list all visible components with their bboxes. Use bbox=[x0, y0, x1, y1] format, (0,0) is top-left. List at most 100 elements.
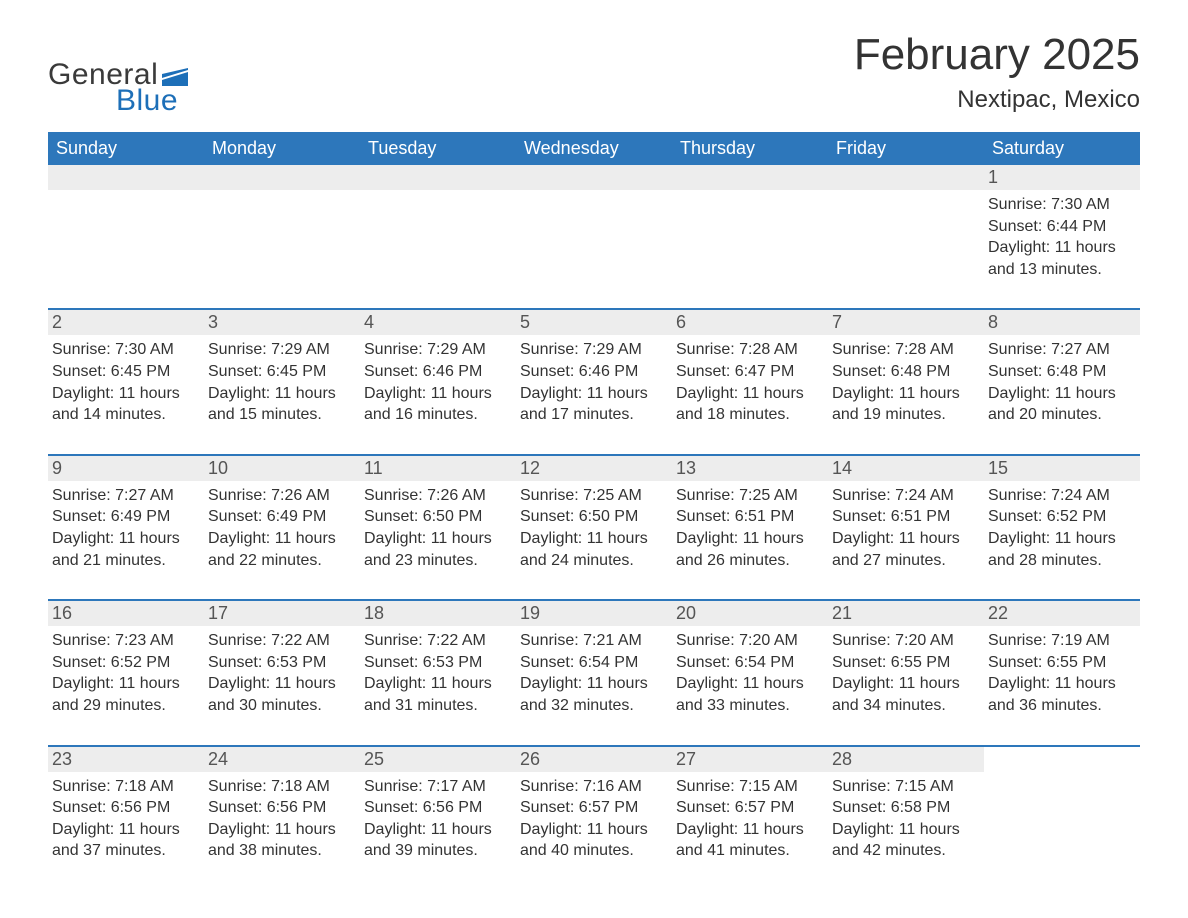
day-info: Sunrise: 7:20 AMSunset: 6:55 PMDaylight:… bbox=[832, 630, 976, 716]
day-cell bbox=[672, 165, 828, 290]
location-subtitle: Nextipac, Mexico bbox=[854, 86, 1140, 114]
sunrise-line: Sunrise: 7:25 AM bbox=[520, 485, 664, 507]
day-cell bbox=[516, 165, 672, 290]
day-cell: 3 Sunrise: 7:29 AMSunset: 6:45 PMDaylight… bbox=[204, 310, 360, 435]
daylight-line: Daylight: 11 hours and 22 minutes. bbox=[208, 528, 352, 571]
daylight-line: Daylight: 11 hours and 32 minutes. bbox=[520, 673, 664, 716]
sunset-line: Sunset: 6:45 PM bbox=[52, 361, 196, 383]
day-cell: 13 Sunrise: 7:25 AMSunset: 6:51 PMDayligh… bbox=[672, 456, 828, 581]
day-number: 8 bbox=[984, 310, 1140, 335]
sunset-line: Sunset: 6:56 PM bbox=[52, 797, 196, 819]
day-cell: 20 Sunrise: 7:20 AMSunset: 6:54 PMDayligh… bbox=[672, 601, 828, 726]
weeks-container: 1Sunrise: 7:30 AMSunset: 6:44 PMDaylight… bbox=[48, 165, 1140, 872]
day-info: Sunrise: 7:26 AMSunset: 6:49 PMDaylight:… bbox=[208, 485, 352, 571]
day-number: 1 bbox=[984, 165, 1140, 190]
day-cell: 6Sunrise: 7:28 AMSunset: 6:47 PMDaylight… bbox=[672, 310, 828, 435]
sunrise-line: Sunrise: 7:22 AM bbox=[208, 630, 352, 652]
day-info: Sunrise: 7:18 AMSunset: 6:56 PMDaylight:… bbox=[52, 776, 196, 862]
sunset-line: Sunset: 6:51 PM bbox=[832, 506, 976, 528]
flag-icon bbox=[162, 68, 188, 86]
day-number-bar bbox=[984, 747, 1140, 772]
sunset-line: Sunset: 6:57 PM bbox=[520, 797, 664, 819]
day-info: Sunrise: 7:26 AMSunset: 6:50 PMDaylight:… bbox=[364, 485, 508, 571]
day-of-week-header: SundayMondayTuesdayWednesdayThursdayFrid… bbox=[48, 132, 1140, 165]
daylight-line: Daylight: 11 hours and 26 minutes. bbox=[676, 528, 820, 571]
day-cell: 5Sunrise: 7:29 AMSunset: 6:46 PMDaylight… bbox=[516, 310, 672, 435]
day-info: Sunrise: 7:24 AMSunset: 6:52 PMDaylight:… bbox=[988, 485, 1132, 571]
day-number: 20 bbox=[672, 601, 828, 626]
day-number: 13 bbox=[672, 456, 828, 481]
day-number: 3 bbox=[204, 310, 360, 335]
daylight-line: Daylight: 11 hours and 40 minutes. bbox=[520, 819, 664, 862]
day-of-week-cell: Saturday bbox=[984, 132, 1140, 165]
sunset-line: Sunset: 6:51 PM bbox=[676, 506, 820, 528]
day-number: 27 bbox=[672, 747, 828, 772]
sunrise-line: Sunrise: 7:19 AM bbox=[988, 630, 1132, 652]
sunrise-line: Sunrise: 7:18 AM bbox=[52, 776, 196, 798]
day-info: Sunrise: 7:30 AMSunset: 6:45 PMDaylight:… bbox=[52, 339, 196, 425]
day-number-bar bbox=[828, 165, 984, 190]
brand-logo: General Blue bbox=[48, 58, 188, 118]
day-info: Sunrise: 7:25 AMSunset: 6:51 PMDaylight:… bbox=[676, 485, 820, 571]
day-number: 25 bbox=[360, 747, 516, 772]
sunrise-line: Sunrise: 7:16 AM bbox=[520, 776, 664, 798]
day-of-week-cell: Sunday bbox=[48, 132, 204, 165]
week-row: 2Sunrise: 7:30 AMSunset: 6:45 PMDaylight… bbox=[48, 308, 1140, 435]
sunrise-line: Sunrise: 7:21 AM bbox=[520, 630, 664, 652]
day-cell bbox=[828, 165, 984, 290]
daylight-line: Daylight: 11 hours and 20 minutes. bbox=[988, 383, 1132, 426]
sunrise-line: Sunrise: 7:15 AM bbox=[832, 776, 976, 798]
day-info: Sunrise: 7:18 AMSunset: 6:56 PMDaylight:… bbox=[208, 776, 352, 862]
sunrise-line: Sunrise: 7:18 AM bbox=[208, 776, 352, 798]
daylight-line: Daylight: 11 hours and 13 minutes. bbox=[988, 237, 1132, 280]
day-info: Sunrise: 7:29 AMSunset: 6:45 PMDaylight:… bbox=[208, 339, 352, 425]
week-row: 23Sunrise: 7:18 AMSunset: 6:56 PMDayligh… bbox=[48, 745, 1140, 872]
daylight-line: Daylight: 11 hours and 41 minutes. bbox=[676, 819, 820, 862]
day-cell: 9Sunrise: 7:27 AMSunset: 6:49 PMDaylight… bbox=[48, 456, 204, 581]
sunset-line: Sunset: 6:56 PM bbox=[208, 797, 352, 819]
month-title: February 2025 bbox=[854, 30, 1140, 80]
daylight-line: Daylight: 11 hours and 14 minutes. bbox=[52, 383, 196, 426]
day-info: Sunrise: 7:28 AMSunset: 6:48 PMDaylight:… bbox=[832, 339, 976, 425]
sunrise-line: Sunrise: 7:28 AM bbox=[676, 339, 820, 361]
day-number: 19 bbox=[516, 601, 672, 626]
day-info: Sunrise: 7:28 AMSunset: 6:47 PMDaylight:… bbox=[676, 339, 820, 425]
day-info: Sunrise: 7:20 AMSunset: 6:54 PMDaylight:… bbox=[676, 630, 820, 716]
daylight-line: Daylight: 11 hours and 18 minutes. bbox=[676, 383, 820, 426]
sunset-line: Sunset: 6:54 PM bbox=[676, 652, 820, 674]
sunrise-line: Sunrise: 7:26 AM bbox=[208, 485, 352, 507]
calendar-grid: SundayMondayTuesdayWednesdayThursdayFrid… bbox=[48, 132, 1140, 872]
sunrise-line: Sunrise: 7:15 AM bbox=[676, 776, 820, 798]
daylight-line: Daylight: 11 hours and 19 minutes. bbox=[832, 383, 976, 426]
day-number-bar bbox=[204, 165, 360, 190]
day-number-bar bbox=[48, 165, 204, 190]
sunset-line: Sunset: 6:53 PM bbox=[364, 652, 508, 674]
daylight-line: Daylight: 11 hours and 30 minutes. bbox=[208, 673, 352, 716]
day-info: Sunrise: 7:27 AMSunset: 6:48 PMDaylight:… bbox=[988, 339, 1132, 425]
day-number: 15 bbox=[984, 456, 1140, 481]
sunset-line: Sunset: 6:55 PM bbox=[832, 652, 976, 674]
sunset-line: Sunset: 6:48 PM bbox=[988, 361, 1132, 383]
day-info: Sunrise: 7:23 AMSunset: 6:52 PMDaylight:… bbox=[52, 630, 196, 716]
day-info: Sunrise: 7:21 AMSunset: 6:54 PMDaylight:… bbox=[520, 630, 664, 716]
day-of-week-cell: Wednesday bbox=[516, 132, 672, 165]
sunrise-line: Sunrise: 7:30 AM bbox=[988, 194, 1132, 216]
day-cell: 7Sunrise: 7:28 AMSunset: 6:48 PMDaylight… bbox=[828, 310, 984, 435]
day-number: 21 bbox=[828, 601, 984, 626]
day-info: Sunrise: 7:15 AMSunset: 6:57 PMDaylight:… bbox=[676, 776, 820, 862]
sunset-line: Sunset: 6:58 PM bbox=[832, 797, 976, 819]
day-number: 26 bbox=[516, 747, 672, 772]
sunset-line: Sunset: 6:46 PM bbox=[520, 361, 664, 383]
day-cell bbox=[48, 165, 204, 290]
daylight-line: Daylight: 11 hours and 39 minutes. bbox=[364, 819, 508, 862]
title-block: February 2025 Nextipac, Mexico bbox=[854, 30, 1140, 114]
day-cell: 17Sunrise: 7:22 AMSunset: 6:53 PMDayligh… bbox=[204, 601, 360, 726]
daylight-line: Daylight: 11 hours and 33 minutes. bbox=[676, 673, 820, 716]
day-number: 14 bbox=[828, 456, 984, 481]
day-cell: 28Sunrise: 7:15 AMSunset: 6:58 PMDayligh… bbox=[828, 747, 984, 872]
daylight-line: Daylight: 11 hours and 16 minutes. bbox=[364, 383, 508, 426]
day-cell: 23Sunrise: 7:18 AMSunset: 6:56 PMDayligh… bbox=[48, 747, 204, 872]
sunrise-line: Sunrise: 7:30 AM bbox=[52, 339, 196, 361]
day-cell: 1Sunrise: 7:30 AMSunset: 6:44 PMDaylight… bbox=[984, 165, 1140, 290]
day-info: Sunrise: 7:15 AMSunset: 6:58 PMDaylight:… bbox=[832, 776, 976, 862]
